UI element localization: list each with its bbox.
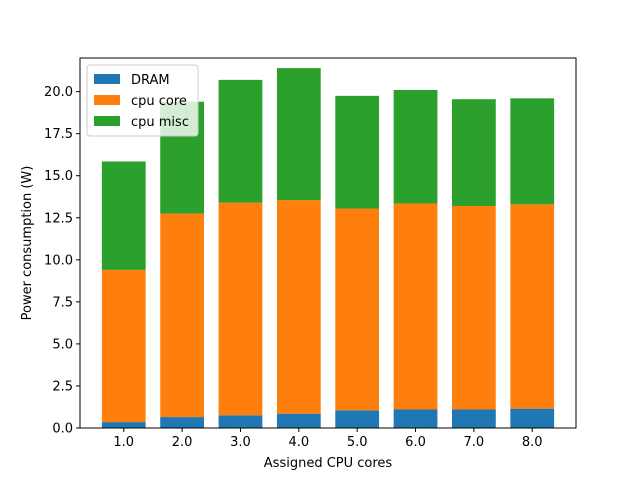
y-tick-label: 5.0: [52, 337, 73, 352]
legend-label: cpu misc: [131, 115, 189, 130]
y-tick-label: 10.0: [44, 253, 73, 268]
bar-dram-7: [452, 409, 496, 428]
legend-swatch: [94, 95, 120, 105]
bar-cpu-misc-6: [393, 89, 438, 204]
y-tick-label: 15.0: [44, 169, 73, 184]
bar-dram-8: [510, 408, 555, 428]
y-tick-label: 20.0: [44, 85, 73, 100]
bar-cpu-core-8: [510, 204, 555, 409]
x-tick-label: 3.0: [230, 435, 251, 450]
x-tick-label: 2.0: [172, 435, 193, 450]
legend-swatch: [94, 74, 120, 84]
x-tick-label: 6.0: [405, 435, 426, 450]
plot-frame: [79, 57, 577, 429]
bar-dram-2: [160, 417, 204, 428]
bar-cpu-misc-3: [218, 79, 263, 203]
x-axis-label: Assigned CPU cores: [264, 456, 393, 471]
bar-dram-3: [218, 415, 263, 428]
bar-cpu-misc-5: [335, 95, 380, 209]
bar-cpu-misc-7: [452, 99, 496, 206]
y-tick-label: 0.0: [52, 422, 73, 437]
bar-dram-6: [393, 409, 438, 428]
y-tick-label: 7.5: [52, 295, 73, 310]
bar-cpu-core-6: [393, 203, 438, 410]
bar-cpu-core-7: [452, 206, 496, 410]
x-tick-label: 8.0: [522, 435, 543, 450]
bar-cpu-core-5: [335, 208, 380, 411]
x-tick-label: 5.0: [347, 435, 368, 450]
legend: DRAM cpu core cpu misc: [86, 64, 199, 137]
bar-cpu-core-2: [160, 213, 204, 418]
y-tick-label: 17.5: [44, 127, 73, 142]
bar-dram-4: [276, 413, 321, 428]
bar-cpu-misc-8: [510, 98, 555, 205]
bar-cpu-misc-1: [101, 161, 146, 270]
legend-swatch: [94, 116, 120, 126]
y-tick-label: 12.5: [44, 211, 73, 226]
legend-label: cpu core: [131, 94, 187, 109]
x-tick-label: 4.0: [288, 435, 309, 450]
y-axis-label: Power consumption (W): [20, 166, 35, 321]
y-tick-label: 2.5: [52, 379, 73, 394]
bar-cpu-core-1: [101, 269, 146, 423]
x-tick-label: 7.0: [464, 435, 485, 450]
bar-cpu-core-3: [218, 202, 263, 416]
bar-dram-1: [101, 422, 146, 428]
legend-label: DRAM: [131, 73, 170, 88]
bar-cpu-core-4: [276, 200, 321, 414]
bar-dram-5: [335, 410, 380, 428]
x-tick-label: 1.0: [113, 435, 134, 450]
bar-cpu-misc-4: [276, 68, 321, 201]
